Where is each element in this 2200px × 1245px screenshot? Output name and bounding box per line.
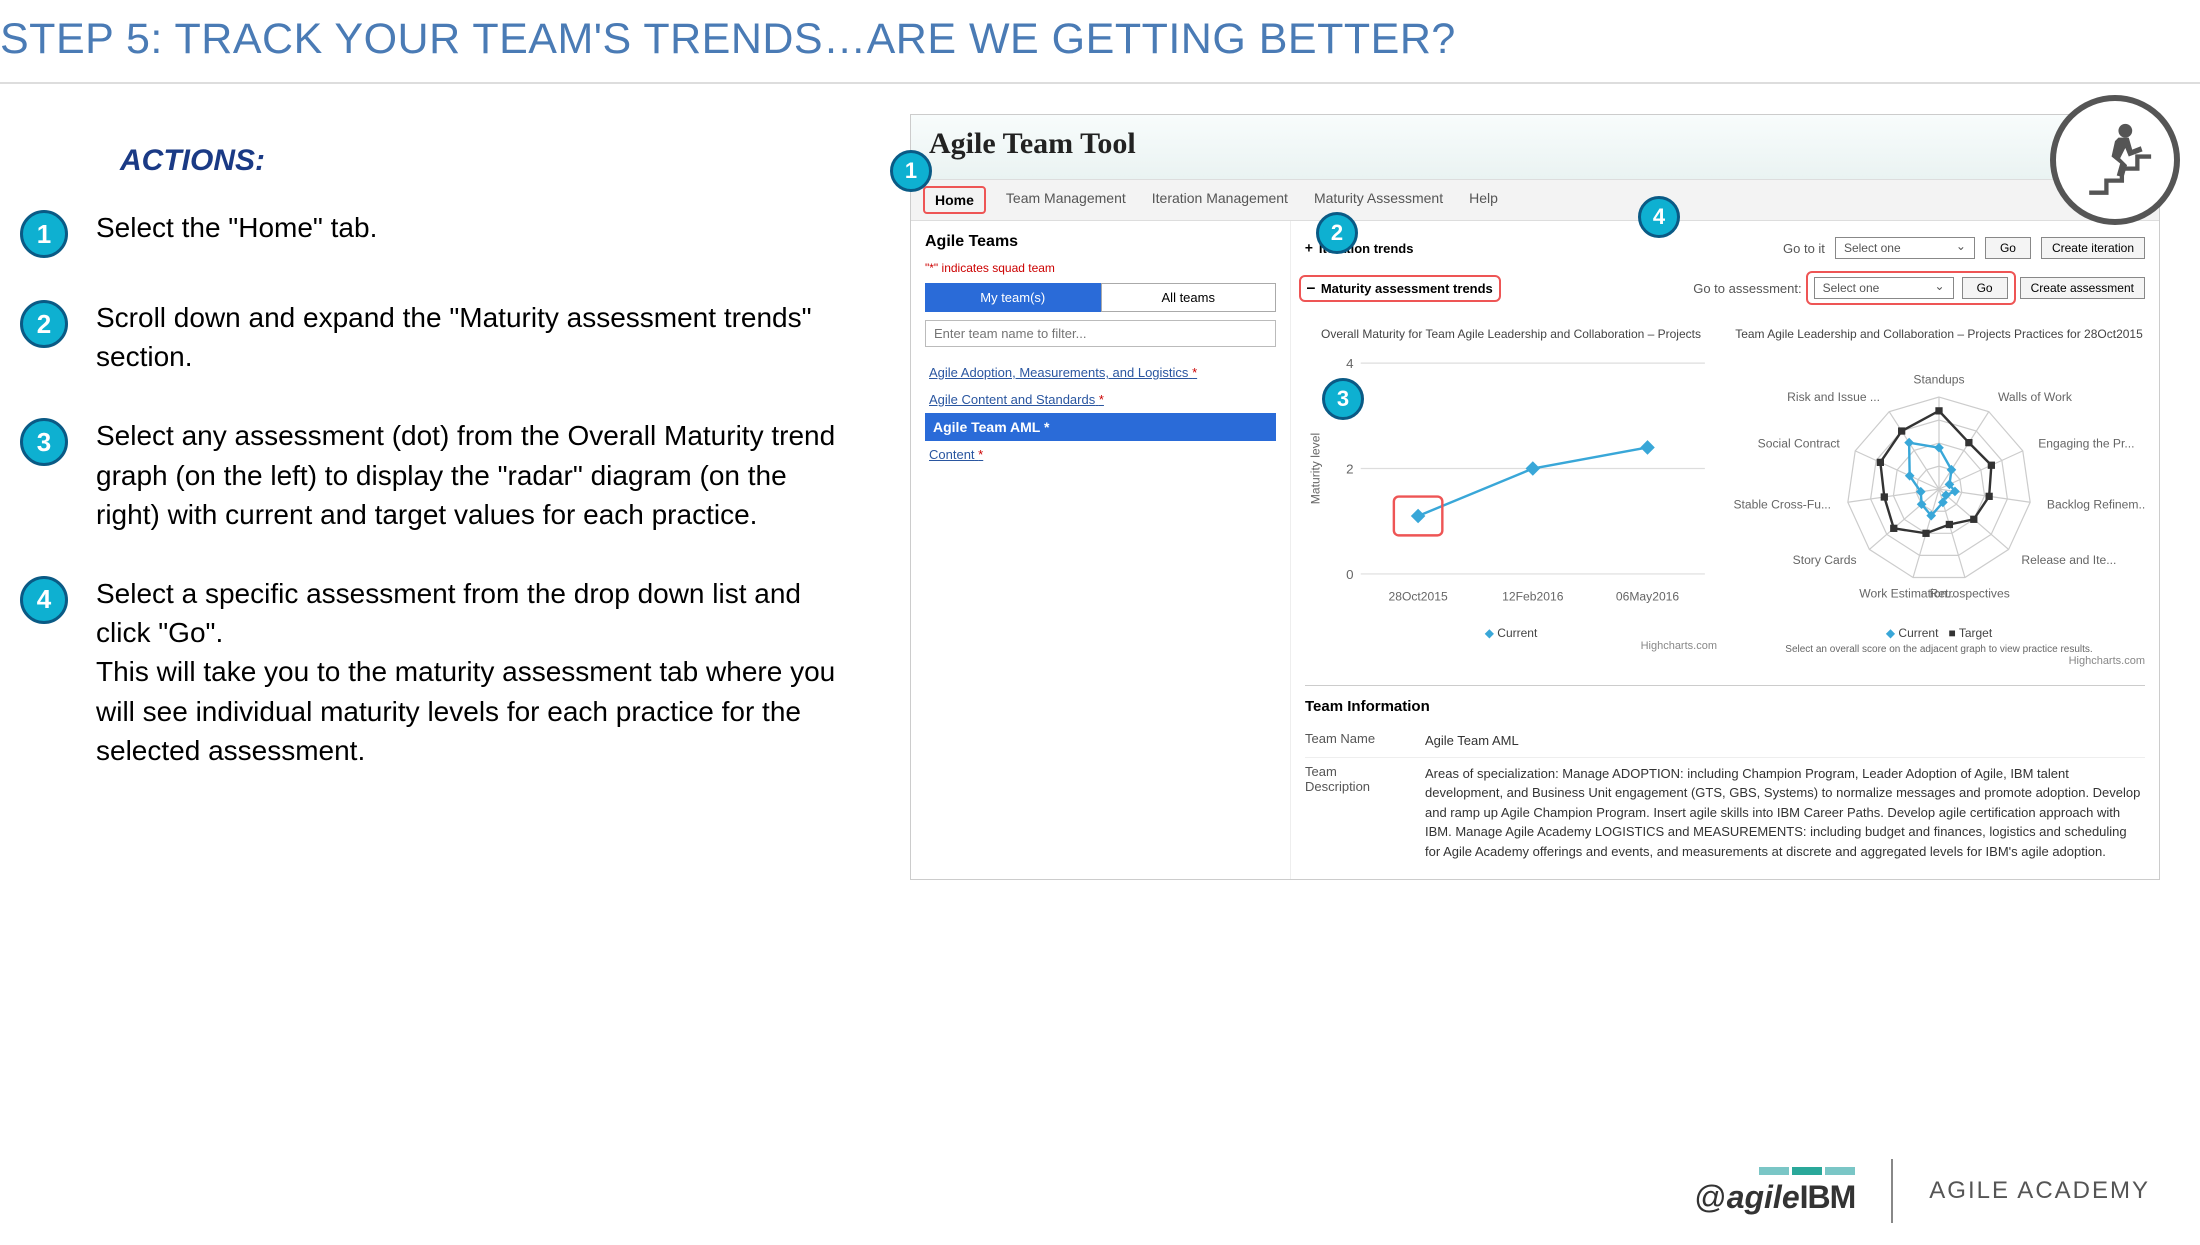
action-text: Select a specific assessment from the dr… <box>96 574 870 770</box>
action-badge-4: 4 <box>20 576 68 624</box>
radar-chart-panel: Team Agile Leadership and Collaboration … <box>1733 327 2145 667</box>
team-name-value: Agile Team AML <box>1425 731 2145 751</box>
toggle-my-teams[interactable]: My team(s) <box>925 283 1101 312</box>
team-link[interactable]: Content * <box>925 441 1276 468</box>
team-list: Agile Adoption, Measurements, and Logist… <box>925 359 1276 468</box>
action-badge-2: 2 <box>20 300 68 348</box>
maturity-trends-label: Maturity assessment trends <box>1321 281 1493 296</box>
action-row: 1 Select the "Home" tab. <box>20 208 870 258</box>
app-title: Agile Team Tool <box>929 127 2141 161</box>
action-row: 2 Scroll down and expand the "Maturity a… <box>20 298 870 376</box>
team-info-heading: Team Information <box>1305 698 2145 715</box>
goto-assessment-label: Go to assessment: <box>1693 281 1801 296</box>
sidebar: Agile Teams "*" indicates squad team My … <box>911 221 1291 879</box>
svg-text:Stable Cross-Fu...: Stable Cross-Fu... <box>1733 497 1831 511</box>
team-desc-value: Areas of specialization: Manage ADOPTION… <box>1425 764 2145 862</box>
line-chart-legend: ◆ Current <box>1305 626 1717 640</box>
tab-team-management[interactable]: Team Management <box>1006 190 1126 210</box>
line-chart-title: Overall Maturity for Team Agile Leadersh… <box>1305 327 1717 343</box>
actions-column: ACTIONS: 1 Select the "Home" tab. 2 Scro… <box>20 114 870 880</box>
team-name-label: Team Name <box>1305 731 1405 751</box>
slide-title: STEP 5: TRACK YOUR TEAM'S TRENDS…ARE WE … <box>0 0 2200 84</box>
svg-text:Walls of Work: Walls of Work <box>1998 390 2073 404</box>
goto-iteration-label: Go to it <box>1783 241 1825 256</box>
team-link[interactable]: Agile Adoption, Measurements, and Logist… <box>925 359 1276 386</box>
line-chart[interactable]: 0 2 4 Maturity level 28Oct2015 12Feb2016 06May… <box>1305 351 1717 618</box>
agile-academy-label: AGILE ACADEMY <box>1929 1177 2150 1205</box>
footer: @agileIBM AGILE ACADEMY <box>1694 1159 2150 1223</box>
svg-text:4: 4 <box>1346 356 1354 371</box>
tab-iteration-management[interactable]: Iteration Management <box>1152 190 1288 210</box>
app-window: Agile Team Tool Home Team Management Ite… <box>910 114 2160 880</box>
svg-text:Social Contract: Social Contract <box>1758 436 1841 450</box>
footer-divider <box>1891 1159 1893 1223</box>
action-badge-1: 1 <box>20 210 68 258</box>
toggle-all-teams[interactable]: All teams <box>1101 283 1277 312</box>
collapse-icon[interactable]: — <box>1307 281 1315 296</box>
action-badge-3: 3 <box>20 418 68 466</box>
assessment-go-button[interactable]: Go <box>1962 277 2008 299</box>
callout-badge-4: 4 <box>1638 196 1680 238</box>
tab-help[interactable]: Help <box>1469 190 1498 210</box>
svg-text:Maturity level: Maturity level <box>1309 432 1323 503</box>
content-area: + Iteration trends Go to it Select one G… <box>1291 221 2159 879</box>
radar-chart[interactable]: Standups Walls of Work Engaging the Pr... B… <box>1733 351 2145 618</box>
team-desc-label: Team Description <box>1305 764 1405 862</box>
svg-text:06May2016: 06May2016 <box>1616 589 1680 603</box>
expand-icon[interactable]: + <box>1305 241 1313 256</box>
sidebar-note: "*" indicates squad team <box>925 261 1276 275</box>
iteration-trends-row: + Iteration trends Go to it Select one G… <box>1305 233 2145 263</box>
team-link[interactable]: Agile Content and Standards * <box>925 386 1276 413</box>
svg-text:Engaging the Pr...: Engaging the Pr... <box>2038 436 2134 450</box>
svg-text:28Oct2015: 28Oct2015 <box>1388 589 1448 603</box>
callout-badge-1: 1 <box>890 150 932 192</box>
svg-text:Risk and Issue ...: Risk and Issue ... <box>1787 390 1880 404</box>
maturity-trends-row: — Maturity assessment trends Go to asses… <box>1305 263 2145 313</box>
radar-chart-legend: ◆ Current ■ Target <box>1733 626 2145 640</box>
iteration-select[interactable]: Select one <box>1835 237 1975 259</box>
tab-home[interactable]: Home <box>935 192 974 208</box>
svg-text:0: 0 <box>1346 566 1353 581</box>
app-tabs: Home Team Management Iteration Managemen… <box>911 179 2159 221</box>
radar-chart-note: Select an overall score on the adjacent … <box>1733 644 2145 655</box>
team-info: Team Information Team Name Agile Team AM… <box>1305 685 2145 867</box>
team-link-selected[interactable]: Agile Team AML * <box>925 413 1276 441</box>
action-text: Scroll down and expand the "Maturity ass… <box>96 298 870 376</box>
team-toggle: My team(s) All teams <box>925 283 1276 312</box>
radar-chart-title: Team Agile Leadership and Collaboration … <box>1733 327 2145 343</box>
svg-text:Work Estimation...: Work Estimation... <box>1859 586 1957 600</box>
assessment-select[interactable]: Select one <box>1814 277 1954 299</box>
svg-text:12Feb2016: 12Feb2016 <box>1502 589 1564 603</box>
svg-text:Standups: Standups <box>1913 372 1964 386</box>
sidebar-heading: Agile Teams <box>925 233 1276 251</box>
agile-ibm-logo: @agileIBM <box>1694 1167 1855 1216</box>
tab-maturity-assessment[interactable]: Maturity Assessment <box>1314 190 1443 210</box>
callout-badge-3: 3 <box>1322 378 1364 420</box>
screenshot: 1 2 3 4 Agile Team Tool Home Team Manage… <box>910 114 2160 880</box>
action-text: Select the "Home" tab. <box>96 208 397 247</box>
action-text: Select any assessment (dot) from the Ove… <box>96 416 870 534</box>
climbing-stairs-icon <box>2050 95 2180 225</box>
app-header: Agile Team Tool <box>911 115 2159 179</box>
action-row: 4 Select a specific assessment from the … <box>20 574 870 770</box>
svg-text:Backlog Refinem...: Backlog Refinem... <box>2047 497 2145 511</box>
actions-heading: ACTIONS: <box>120 144 870 178</box>
svg-text:Story Cards: Story Cards <box>1793 553 1857 567</box>
callout-badge-2: 2 <box>1316 212 1358 254</box>
line-chart-credits: Highcharts.com <box>1305 640 1717 652</box>
radar-chart-credits: Highcharts.com <box>1733 655 2145 667</box>
svg-text:2: 2 <box>1346 461 1353 476</box>
create-iteration-button[interactable]: Create iteration <box>2041 237 2145 259</box>
action-row: 3 Select any assessment (dot) from the O… <box>20 416 870 534</box>
create-assessment-button[interactable]: Create assessment <box>2020 277 2145 299</box>
team-filter-input[interactable] <box>925 320 1276 347</box>
line-chart-panel: Overall Maturity for Team Agile Leadersh… <box>1305 327 1717 667</box>
svg-text:Release and Ite...: Release and Ite... <box>2021 553 2116 567</box>
iteration-go-button[interactable]: Go <box>1985 237 2031 259</box>
